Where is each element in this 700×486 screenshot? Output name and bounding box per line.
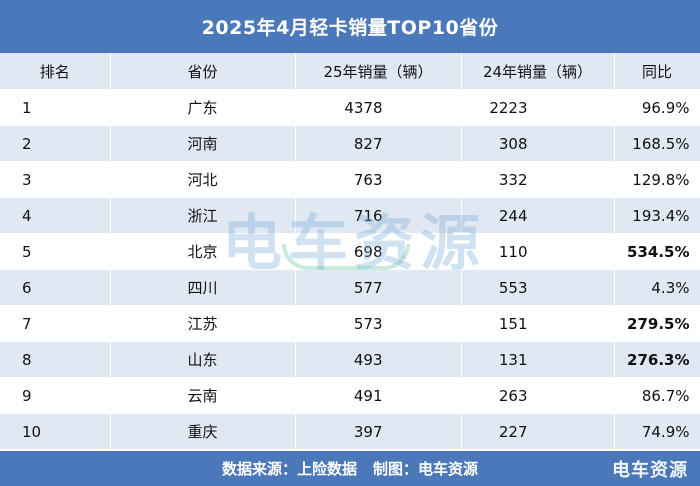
header-province: 省份: [110, 53, 296, 90]
table-header-row: 排名 省份 25年销量（辆） 24年销量（辆） 同比: [0, 53, 700, 90]
cell-sales-2025: 716: [295, 197, 462, 234]
cell-yoy: 74.9%: [614, 413, 700, 450]
cell-rank: 8: [0, 341, 111, 378]
cell-sales-2024: 308: [461, 125, 615, 162]
cell-province: 北京: [110, 233, 296, 270]
cell-yoy: 279.5%: [614, 305, 700, 342]
table-row: 2 河南 827 308 168.5%: [0, 125, 700, 162]
cell-sales-2024: 2223: [461, 89, 615, 126]
cell-sales-2025: 577: [295, 269, 462, 306]
cell-rank: 6: [0, 269, 111, 306]
cell-province: 浙江: [110, 197, 296, 234]
cell-sales-2025: 763: [295, 161, 462, 198]
cell-province: 云南: [110, 377, 296, 414]
cell-province: 重庆: [110, 413, 296, 450]
footer-source: 数据来源：上险数据: [221, 460, 357, 478]
cell-rank: 9: [0, 377, 111, 414]
cell-yoy: 4.3%: [614, 269, 700, 306]
cell-yoy: 168.5%: [614, 125, 700, 162]
table-body: 1 广东 4378 2223 96.9% 2 河南 827 308 168.5% 3 河北 763 332…: [0, 89, 700, 450]
table-row: 3 河北 763 332 129.8%: [0, 161, 700, 198]
table-row: 9 云南 491 263 86.7%: [0, 377, 700, 414]
header-yoy: 同比: [614, 53, 700, 90]
sales-table: 排名 省份 25年销量（辆） 24年销量（辆） 同比 1 广东 4378 2223 96…: [0, 53, 700, 450]
cell-sales-2024: 263: [461, 377, 615, 414]
cell-yoy: 96.9%: [614, 89, 700, 126]
cell-sales-2024: 332: [461, 161, 615, 198]
cell-province: 四川: [110, 269, 296, 306]
header-sales-2025: 25年销量（辆）: [295, 53, 462, 90]
footer-maker: 制图：电车资源: [373, 460, 479, 478]
table-row: 5 北京 698 110 534.5%: [0, 233, 700, 270]
cell-rank: 2: [0, 125, 111, 162]
table-row: 1 广东 4378 2223 96.9%: [0, 89, 700, 126]
cell-rank: 5: [0, 233, 111, 270]
cell-sales-2024: 227: [461, 413, 615, 450]
header-sales-2024: 24年销量（辆）: [461, 53, 615, 90]
cell-province: 河北: [110, 161, 296, 198]
cell-yoy: 129.8%: [614, 161, 700, 198]
cell-yoy: 534.5%: [614, 233, 700, 270]
cell-sales-2024: 553: [461, 269, 615, 306]
cell-province: 河南: [110, 125, 296, 162]
table-row: 6 四川 577 553 4.3%: [0, 269, 700, 306]
cell-yoy: 86.7%: [614, 377, 700, 414]
cell-sales-2025: 4378: [295, 89, 462, 126]
header-rank: 排名: [0, 53, 111, 90]
corner-logo: 电车资源: [612, 460, 688, 481]
cell-province: 山东: [110, 341, 296, 378]
table-row: 4 浙江 716 244 193.4%: [0, 197, 700, 234]
cell-sales-2025: 573: [295, 305, 462, 342]
table-row: 10 重庆 397 227 74.9%: [0, 413, 700, 450]
cell-rank: 4: [0, 197, 111, 234]
cell-sales-2024: 110: [461, 233, 615, 270]
footer-bar: 数据来源：上险数据 制图：电车资源: [0, 451, 700, 486]
cell-yoy: 193.4%: [614, 197, 700, 234]
cell-sales-2025: 698: [295, 233, 462, 270]
cell-rank: 10: [0, 413, 111, 450]
table-row: 8 山东 493 131 276.3%: [0, 341, 700, 378]
cell-rank: 7: [0, 305, 111, 342]
cell-sales-2024: 244: [461, 197, 615, 234]
cell-sales-2025: 827: [295, 125, 462, 162]
cell-sales-2025: 491: [295, 377, 462, 414]
cell-rank: 1: [0, 89, 111, 126]
cell-sales-2025: 493: [295, 341, 462, 378]
cell-sales-2024: 131: [461, 341, 615, 378]
cell-province: 广东: [110, 89, 296, 126]
cell-province: 江苏: [110, 305, 296, 342]
cell-sales-2025: 397: [295, 413, 462, 450]
cell-rank: 3: [0, 161, 111, 198]
table-row: 7 江苏 573 151 279.5%: [0, 305, 700, 342]
table-title: 2025年4月轻卡销量TOP10省份: [0, 0, 700, 53]
cell-yoy: 276.3%: [614, 341, 700, 378]
cell-sales-2024: 151: [461, 305, 615, 342]
